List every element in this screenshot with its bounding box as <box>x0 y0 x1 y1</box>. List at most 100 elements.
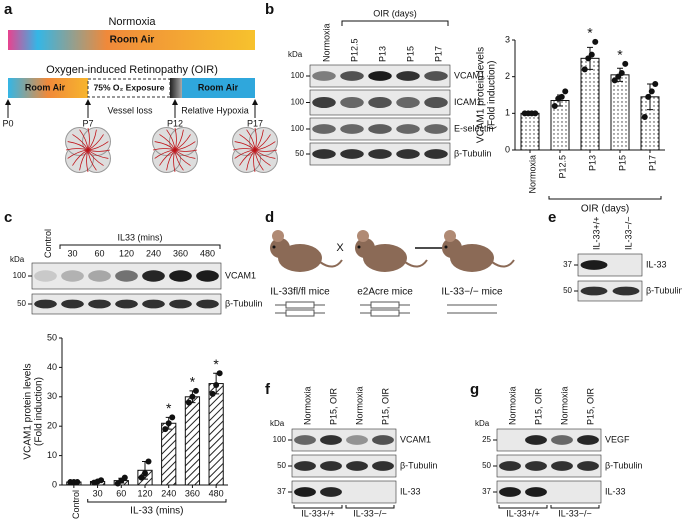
data-point <box>532 110 539 117</box>
kda-label: kDa <box>10 255 25 264</box>
panel-label: a <box>4 1 13 18</box>
room-air-bar <box>8 78 88 98</box>
data-point <box>558 93 565 100</box>
data-point <box>98 477 105 484</box>
data-point <box>652 81 659 87</box>
kda-marker: 37 <box>482 487 491 496</box>
mouse-label: e2Acre mice <box>357 287 413 298</box>
y-tick-label: 50 <box>47 332 57 342</box>
row-label: β-Tubulin <box>400 460 437 470</box>
bar <box>208 383 224 486</box>
band <box>525 435 547 445</box>
band <box>499 461 521 471</box>
room-air-label: Room Air <box>198 82 239 92</box>
mouse-tail <box>319 259 343 268</box>
row-label: E-selectin <box>454 123 494 133</box>
retina-vessel <box>254 149 264 171</box>
y-tick-label: 10 <box>47 450 57 460</box>
row-label: β-Tubulin <box>605 460 642 470</box>
mouse-label: IL-33fl/fl mice <box>270 287 330 298</box>
column-label: P12.5 <box>349 38 359 62</box>
retina-vessel <box>166 129 176 151</box>
band <box>340 124 364 134</box>
band <box>294 487 316 497</box>
retina-vessel <box>174 134 191 151</box>
x-axis-label: IL-33 (mins) <box>130 506 183 517</box>
band <box>372 435 394 445</box>
column-label: P15, OIR <box>328 387 338 425</box>
x-tick-label: 60 <box>116 488 126 498</box>
row-label: IL-33 <box>400 486 421 496</box>
band <box>61 299 84 309</box>
retina-vessel <box>253 149 256 173</box>
band <box>396 124 420 134</box>
data-point <box>74 479 81 486</box>
day-label: P0 <box>2 118 13 128</box>
retina-vessel <box>166 149 176 171</box>
data-point <box>645 93 652 100</box>
data-point <box>189 393 196 400</box>
retina-vessel <box>174 141 196 151</box>
day-label: P7 <box>82 118 93 128</box>
band <box>115 270 138 282</box>
y-tick-label: 20 <box>47 421 57 431</box>
kda-marker: 50 <box>277 461 286 470</box>
retina-vessel <box>87 141 109 151</box>
mouse-ear <box>444 230 456 242</box>
retina-vessel <box>174 149 191 166</box>
retina-vessel <box>254 149 276 159</box>
retina-vessel <box>234 149 256 159</box>
band <box>368 124 392 134</box>
data-point <box>216 370 223 377</box>
row-label: VCAM1 <box>400 434 431 444</box>
normoxia-bar <box>8 30 255 50</box>
arrow-head <box>85 99 91 105</box>
row-label: IL-33 <box>605 486 626 496</box>
group-label: IL-33+/+ <box>506 508 540 518</box>
retina-vessel <box>87 127 90 151</box>
x-tick-label: P12.5 <box>557 155 567 179</box>
data-point <box>185 399 192 406</box>
retina-vessel <box>232 148 256 151</box>
x-tick-label: 240 <box>161 488 176 498</box>
column-label: P15 <box>405 46 415 62</box>
x-tick-label: P17 <box>647 155 657 171</box>
band <box>340 71 364 81</box>
room-air-label: Room Air <box>25 82 66 92</box>
arrow-head <box>252 99 258 105</box>
data-point <box>592 38 599 45</box>
data-point <box>618 70 625 76</box>
kda-label: kDa <box>288 50 303 59</box>
data-point <box>165 420 172 427</box>
band <box>368 149 392 159</box>
data-point <box>169 414 176 421</box>
kda-marker: 100 <box>13 271 27 280</box>
y-axis-label: (Fold induction) <box>487 61 498 130</box>
band <box>294 435 316 445</box>
band <box>340 149 364 159</box>
band <box>577 435 599 445</box>
mouse-label: IL-33−/− mice <box>441 287 503 298</box>
retina-vessel <box>239 149 256 166</box>
column-label: Control <box>43 229 53 258</box>
band <box>612 286 640 296</box>
data-point <box>142 470 148 477</box>
y-axis-label: VCAM1 protein levels <box>23 363 34 459</box>
retina-vessel <box>87 129 97 151</box>
mouse-ear <box>357 230 369 242</box>
y-tick-label: 0 <box>52 479 57 489</box>
data-point <box>209 390 216 397</box>
data-point <box>622 60 629 67</box>
band <box>312 97 336 108</box>
band <box>346 461 368 471</box>
data-point <box>581 66 588 73</box>
y-tick-label: 1 <box>505 108 510 118</box>
data-point <box>648 88 655 95</box>
mouse-ear <box>272 230 284 242</box>
column-label: Normoxia <box>302 386 312 425</box>
kda-label: kDa <box>475 419 490 428</box>
band <box>368 97 392 108</box>
kda-marker: 100 <box>291 98 305 107</box>
x-tick-label: Control <box>71 490 81 519</box>
retina-vessel <box>254 141 276 151</box>
